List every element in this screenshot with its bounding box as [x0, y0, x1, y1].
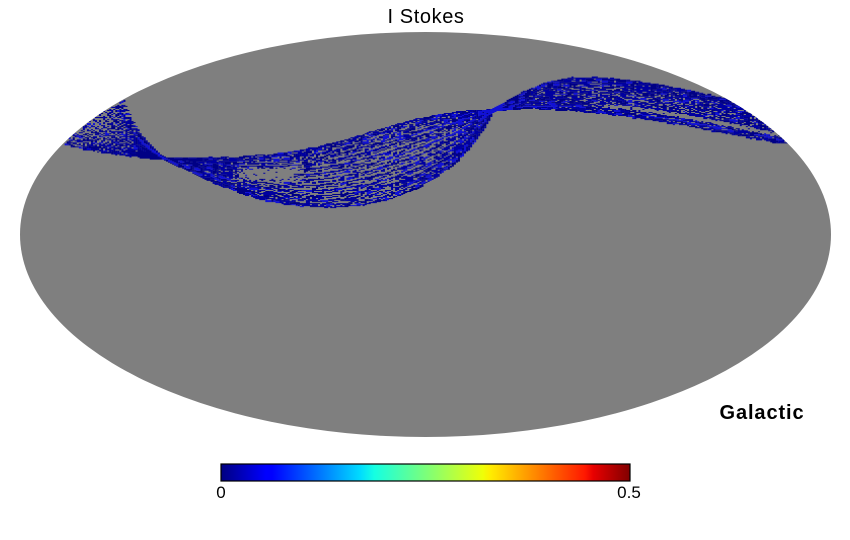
- svg-text:0.5: 0.5: [617, 483, 641, 502]
- svg-text:I Stokes: I Stokes: [387, 6, 464, 28]
- svg-text:Galactic: Galactic: [719, 402, 804, 424]
- svg-text:0: 0: [216, 483, 225, 502]
